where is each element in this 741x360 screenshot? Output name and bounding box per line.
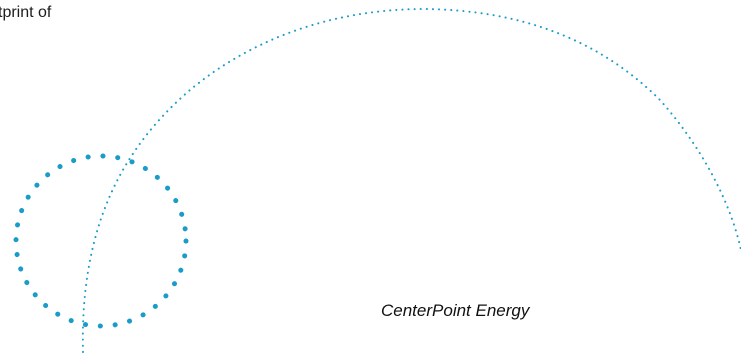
small-dotted-circle <box>13 153 189 329</box>
company-name: CenterPoint Energy <box>381 301 530 320</box>
large-dotted-arc <box>81 7 741 353</box>
heading-fragment: tprint of <box>0 4 52 21</box>
